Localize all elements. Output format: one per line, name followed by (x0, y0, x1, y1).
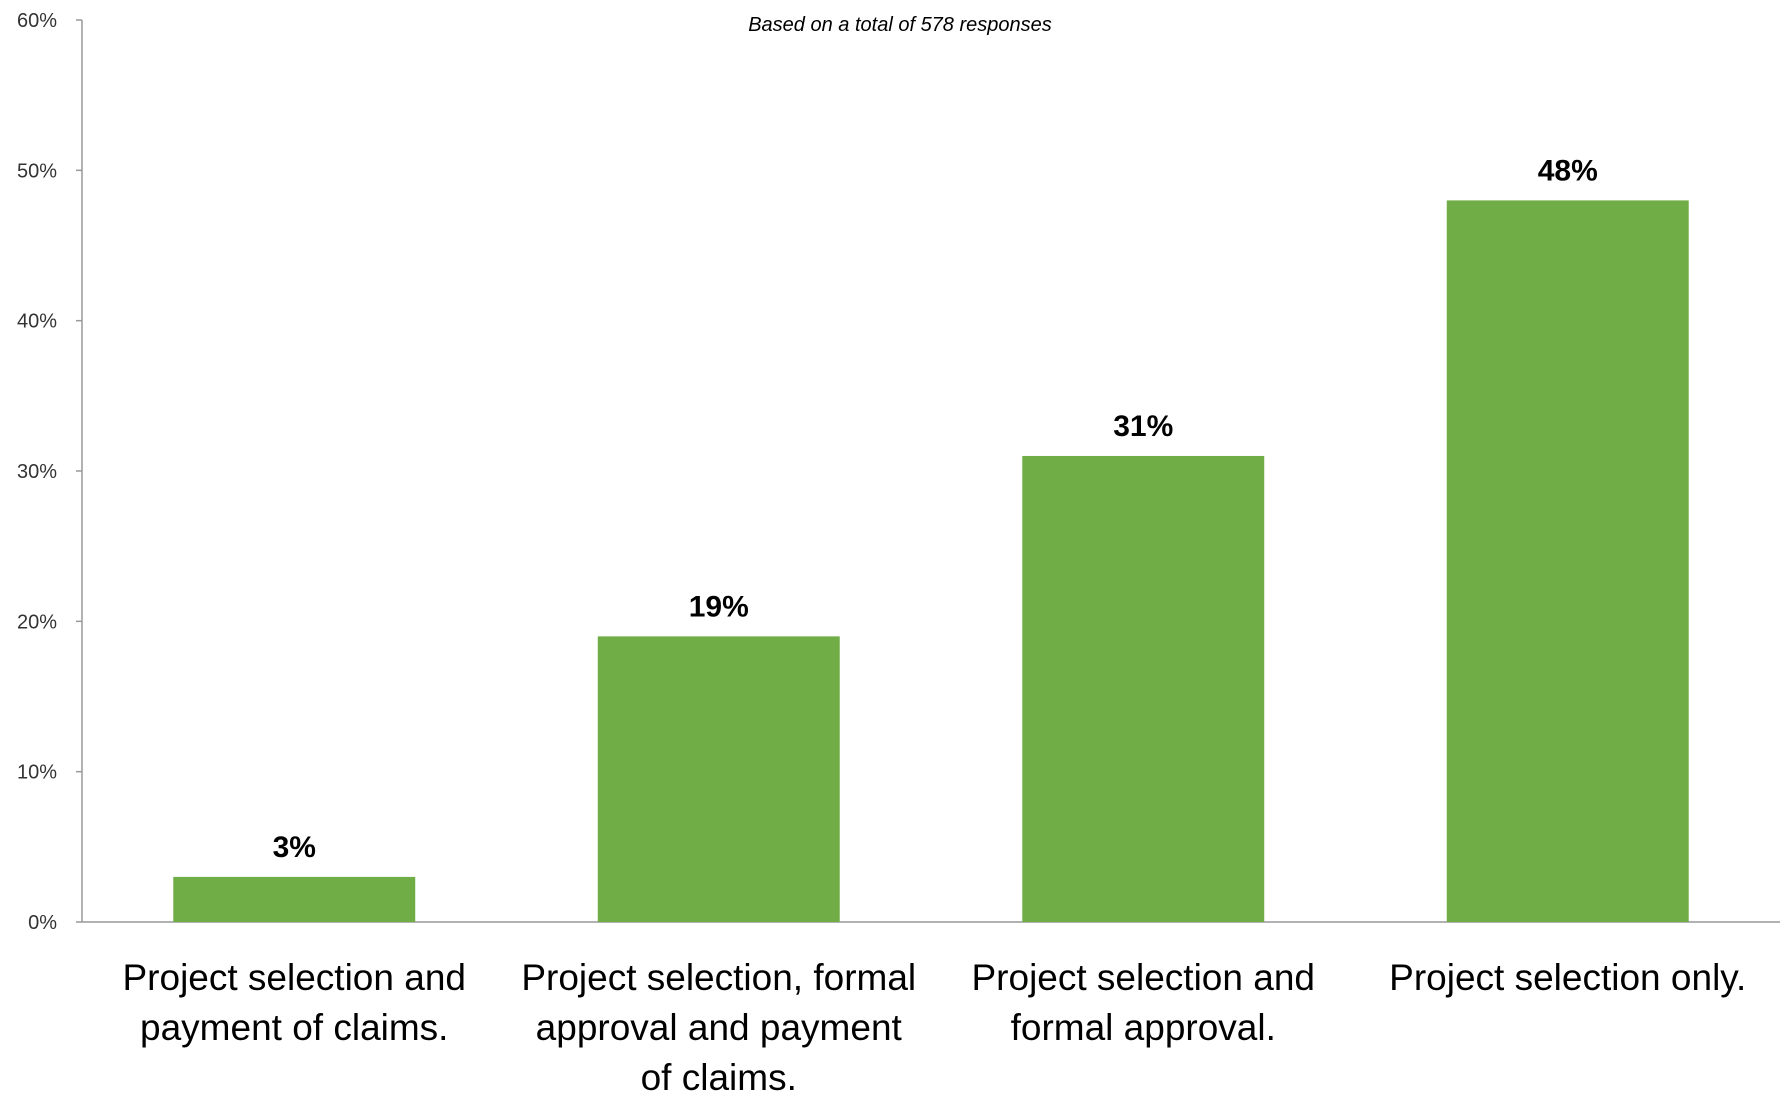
data-labels: 3% 19% 31% 48% (273, 154, 1598, 864)
bar-2 (597, 636, 840, 922)
y-tick-label: 60% (17, 10, 57, 32)
y-axis: 0% 10% 20% 30% 40% 50% 60% (17, 10, 83, 934)
y-tick-label: 40% (17, 311, 57, 333)
bar-4 (1446, 200, 1689, 922)
chart-subtitle: Based on a total of 578 responses (748, 14, 1052, 36)
y-tick-label: 20% (17, 611, 57, 633)
y-tick-label: 50% (17, 160, 57, 182)
data-label-2: 19% (689, 590, 749, 623)
category-labels: Project selection and payment of claims. P… (123, 957, 1747, 1096)
y-tick-label: 0% (28, 912, 57, 934)
data-label-4: 48% (1538, 154, 1598, 187)
category-label-4: Project selection only. (1389, 957, 1746, 998)
bar-1 (173, 876, 416, 922)
data-label-3: 31% (1113, 410, 1173, 443)
y-tick-label: 30% (17, 461, 57, 483)
bars (173, 200, 1689, 922)
y-tick-label: 10% (17, 762, 57, 784)
category-label-2: Project selection, formal approval and pa… (521, 957, 916, 1096)
bar-3 (1022, 455, 1265, 922)
data-label-1: 3% (273, 831, 316, 864)
category-label-1: Project selection and payment of claims. (123, 957, 466, 1048)
category-label-3: Project selection and formal approval. (972, 957, 1315, 1048)
